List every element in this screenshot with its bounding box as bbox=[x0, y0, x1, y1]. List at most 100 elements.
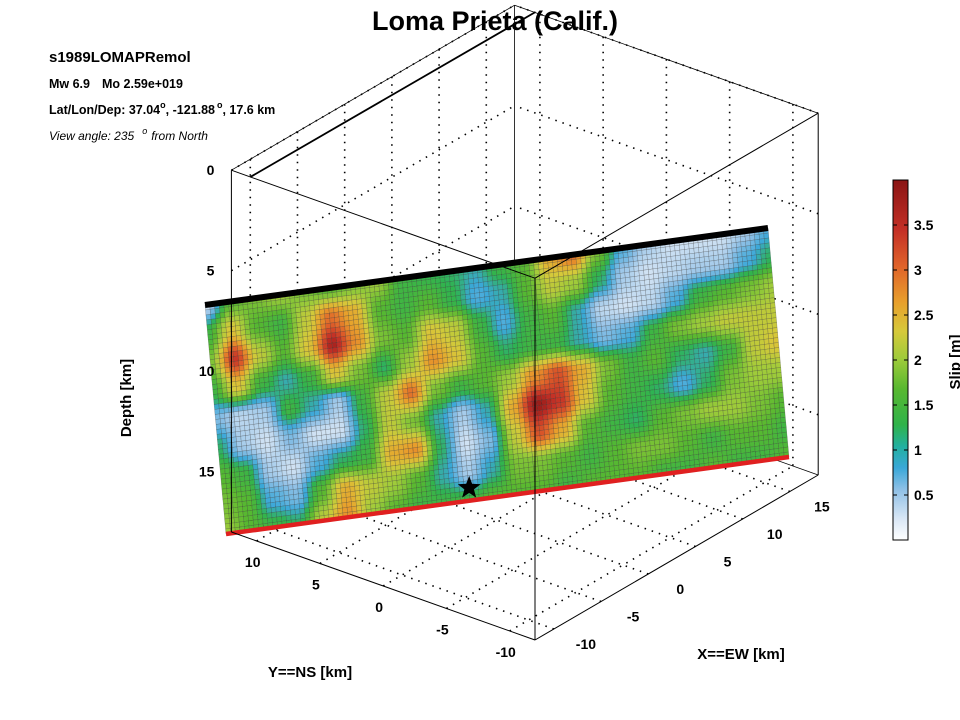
slip-cell bbox=[585, 363, 591, 369]
slip-cell bbox=[757, 324, 764, 331]
slip-cell bbox=[713, 416, 720, 422]
slip-cell bbox=[510, 428, 517, 435]
slip-cell bbox=[555, 341, 561, 349]
slip-cell bbox=[752, 425, 759, 432]
slip-cell bbox=[273, 430, 279, 437]
slip-cell bbox=[639, 275, 645, 281]
slip-cell bbox=[585, 413, 591, 420]
slip-cell bbox=[645, 445, 651, 452]
slip-cell bbox=[361, 353, 367, 360]
slip-cell bbox=[526, 396, 533, 403]
slip-cell bbox=[295, 362, 302, 369]
slip-cell bbox=[729, 378, 735, 385]
slip-cell bbox=[716, 395, 723, 402]
slip-cell bbox=[706, 437, 712, 444]
slip-cell bbox=[558, 376, 564, 383]
slip-cell bbox=[634, 280, 641, 287]
slip-cell bbox=[448, 316, 454, 323]
slip-cell bbox=[733, 418, 739, 425]
slip-cell bbox=[556, 301, 562, 308]
slip-cell bbox=[355, 344, 362, 350]
slip-cell bbox=[722, 349, 728, 356]
slip-cell bbox=[268, 381, 275, 388]
slip-cell bbox=[300, 412, 306, 419]
slip-cell bbox=[244, 480, 251, 487]
slip-cell bbox=[659, 443, 665, 450]
slip-cell bbox=[425, 430, 431, 437]
slip-cell bbox=[525, 376, 531, 383]
slip-cell bbox=[736, 402, 742, 409]
slip-cell bbox=[732, 252, 738, 259]
slip-cell bbox=[675, 310, 682, 317]
slip-cell bbox=[374, 391, 380, 398]
slip-cell bbox=[441, 392, 447, 399]
slip-cell bbox=[445, 291, 452, 298]
slip-cell bbox=[741, 301, 747, 308]
slip-cell bbox=[673, 285, 679, 292]
slip-cell bbox=[480, 412, 487, 419]
slip-cell bbox=[234, 315, 240, 322]
slip-cell bbox=[603, 400, 609, 407]
slip-cell bbox=[548, 322, 555, 329]
slip-cell bbox=[497, 385, 503, 392]
slip-cell bbox=[345, 441, 352, 448]
slip-cell bbox=[491, 375, 498, 382]
slip-cell bbox=[437, 297, 443, 304]
slip-cell bbox=[520, 376, 526, 384]
slip-cell bbox=[259, 483, 265, 490]
slip-cell bbox=[660, 408, 667, 415]
slip-cell bbox=[512, 342, 518, 349]
slip-cell bbox=[722, 298, 728, 306]
slip-cell bbox=[546, 453, 552, 461]
slip-cell bbox=[515, 422, 521, 430]
slip-cell bbox=[363, 423, 369, 430]
slip-cell bbox=[428, 414, 435, 421]
slip-cell bbox=[416, 441, 423, 448]
slip-cell bbox=[273, 380, 280, 387]
slip-cell bbox=[518, 352, 524, 359]
slip-cell bbox=[389, 399, 395, 406]
slip-cell bbox=[458, 274, 465, 281]
slip-cell bbox=[740, 392, 746, 399]
slip-cell bbox=[600, 265, 606, 272]
slip-cell bbox=[325, 327, 332, 335]
slip-cell bbox=[574, 450, 580, 457]
slip-cell bbox=[548, 317, 554, 324]
slip-cell bbox=[250, 434, 256, 441]
slip-cell bbox=[635, 386, 641, 393]
slip-cell bbox=[217, 438, 223, 445]
slip-cell bbox=[720, 379, 726, 386]
slip-cell bbox=[445, 387, 451, 394]
slip-cell bbox=[398, 343, 404, 350]
slip-cell bbox=[227, 346, 234, 353]
slip-cell bbox=[643, 430, 650, 437]
slip-cell bbox=[336, 447, 343, 454]
slip-cell bbox=[259, 382, 265, 389]
slip-cell bbox=[263, 427, 270, 434]
slip-cell bbox=[647, 309, 653, 316]
slip-cell bbox=[539, 278, 546, 285]
slip-cell bbox=[354, 384, 361, 391]
slip-cell bbox=[297, 432, 303, 439]
slip-cell bbox=[221, 437, 228, 444]
slip-cell bbox=[329, 367, 335, 374]
slip-cell bbox=[566, 315, 573, 322]
slip-cell bbox=[750, 405, 757, 412]
slip-cell bbox=[479, 342, 485, 349]
slip-cell bbox=[589, 302, 595, 309]
slip-cell bbox=[416, 386, 423, 393]
slip-cell bbox=[412, 285, 418, 292]
slip-cell bbox=[504, 464, 511, 471]
slip-cell bbox=[335, 487, 342, 494]
slip-cell bbox=[246, 449, 253, 456]
slip-cell bbox=[390, 303, 396, 310]
slip-cell bbox=[554, 337, 561, 344]
slip-cell bbox=[669, 346, 675, 353]
slip-cell bbox=[303, 451, 310, 458]
slip-cell bbox=[382, 320, 388, 327]
slip-cell bbox=[562, 421, 568, 428]
slip-cell bbox=[754, 390, 760, 397]
slip-cell bbox=[640, 289, 647, 296]
slip-cell bbox=[329, 418, 335, 425]
slip-cell bbox=[472, 428, 479, 435]
